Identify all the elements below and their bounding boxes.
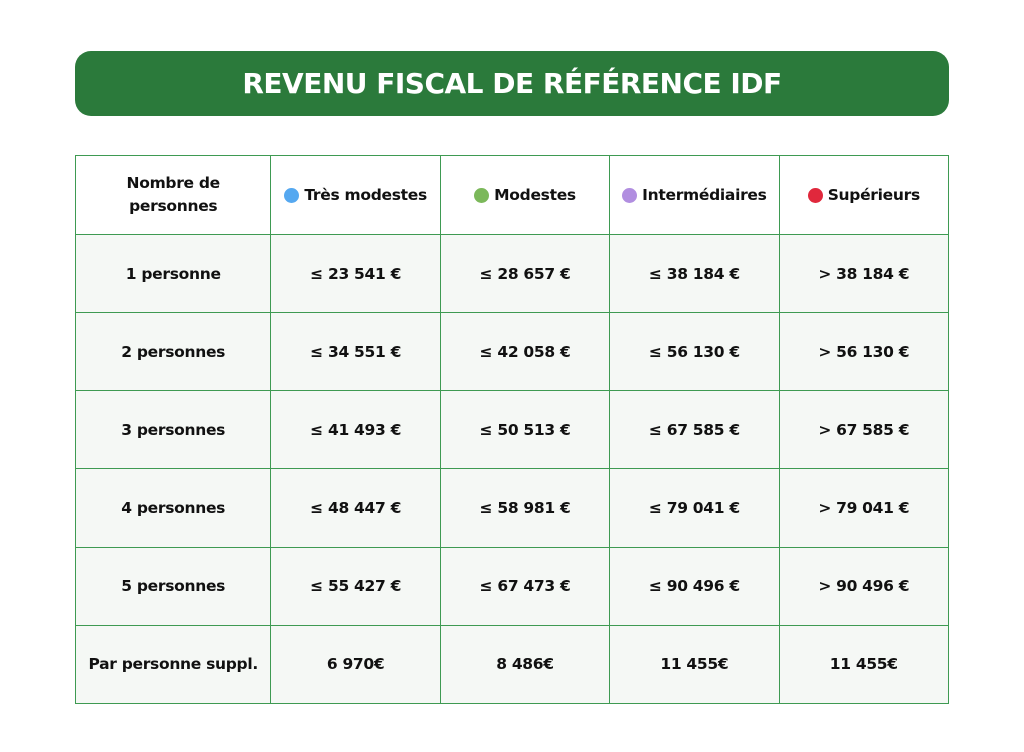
table-header-row: Nombre de personnes Très modestes Modest… <box>74 155 950 235</box>
table-cell: 11 455€ <box>778 624 950 705</box>
header-superieurs: Supérieurs <box>778 155 950 235</box>
table-cell: > 79 041 € <box>778 468 950 548</box>
table-cell: ≤ 90 496 € <box>609 546 780 626</box>
table-cell: ≤ 67 585 € <box>609 390 780 470</box>
table-cell: > 38 184 € <box>778 233 950 314</box>
table-cell: ≤ 50 513 € <box>439 390 611 470</box>
header-household-size-label: Nombre de personnes <box>126 174 221 215</box>
row-label: 5 personnes <box>74 546 272 626</box>
table-cell: ≤ 56 130 € <box>609 312 780 392</box>
table-cell: 8 486€ <box>439 624 611 705</box>
income-table-container: Nombre de personnes Très modestes Modest… <box>74 155 950 705</box>
table-cell: > 90 496 € <box>778 546 950 626</box>
purple-dot-icon <box>622 187 638 203</box>
blue-dot-icon <box>284 187 300 203</box>
table-cell: > 56 130 € <box>778 312 950 392</box>
header-intermediaires-label: Intermédiaires <box>642 186 767 204</box>
table-cell: ≤ 79 041 € <box>609 468 780 548</box>
table-row: 1 personne ≤ 23 541 € ≤ 28 657 € ≤ 38 18… <box>74 233 950 314</box>
row-label: Par personne suppl. <box>74 624 272 705</box>
red-dot-icon <box>807 187 823 203</box>
header-modestes-label: Modestes <box>494 186 576 204</box>
header-superieurs-label: Supérieurs <box>827 186 920 204</box>
table-row: 5 personnes ≤ 55 427 € ≤ 67 473 € ≤ 90 4… <box>74 546 950 626</box>
table-cell: ≤ 38 184 € <box>609 233 780 314</box>
row-label: 2 personnes <box>74 312 272 392</box>
table-cell: 11 455€ <box>609 624 780 705</box>
table-cell: ≤ 67 473 € <box>439 546 611 626</box>
table-row: 2 personnes ≤ 34 551 € ≤ 42 058 € ≤ 56 1… <box>74 312 950 392</box>
table-cell: ≤ 55 427 € <box>270 546 441 626</box>
table-row: 3 personnes ≤ 41 493 € ≤ 50 513 € ≤ 67 5… <box>74 390 950 470</box>
table-cell: ≤ 41 493 € <box>270 390 441 470</box>
row-label: 1 personne <box>74 233 272 314</box>
table-cell: ≤ 42 058 € <box>439 312 611 392</box>
header-modestes: Modestes <box>439 155 611 235</box>
table-cell: ≤ 23 541 € <box>270 233 441 314</box>
table-cell: ≤ 28 657 € <box>439 233 611 314</box>
table-row: 4 personnes ≤ 48 447 € ≤ 58 981 € ≤ 79 0… <box>74 468 950 548</box>
row-label: 4 personnes <box>74 468 272 548</box>
table-cell: ≤ 58 981 € <box>439 468 611 548</box>
header-intermediaires: Intermédiaires <box>609 155 780 235</box>
page-title: REVENU FISCAL DE RÉFÉRENCE IDF <box>242 67 782 100</box>
table-row: Par personne suppl. 6 970€ 8 486€ 11 455… <box>74 624 950 705</box>
header-tres-modestes-label: Très modestes <box>304 186 427 204</box>
table-cell: ≤ 48 447 € <box>270 468 441 548</box>
table-cell: ≤ 34 551 € <box>270 312 441 392</box>
table-cell: 6 970€ <box>270 624 441 705</box>
header-household-size: Nombre de personnes <box>74 155 272 235</box>
income-table: Nombre de personnes Très modestes Modest… <box>74 155 950 705</box>
table-cell: > 67 585 € <box>778 390 950 470</box>
title-banner: REVENU FISCAL DE RÉFÉRENCE IDF <box>75 51 949 116</box>
header-tres-modestes: Très modestes <box>270 155 441 235</box>
green-dot-icon <box>474 187 490 203</box>
row-label: 3 personnes <box>74 390 272 470</box>
